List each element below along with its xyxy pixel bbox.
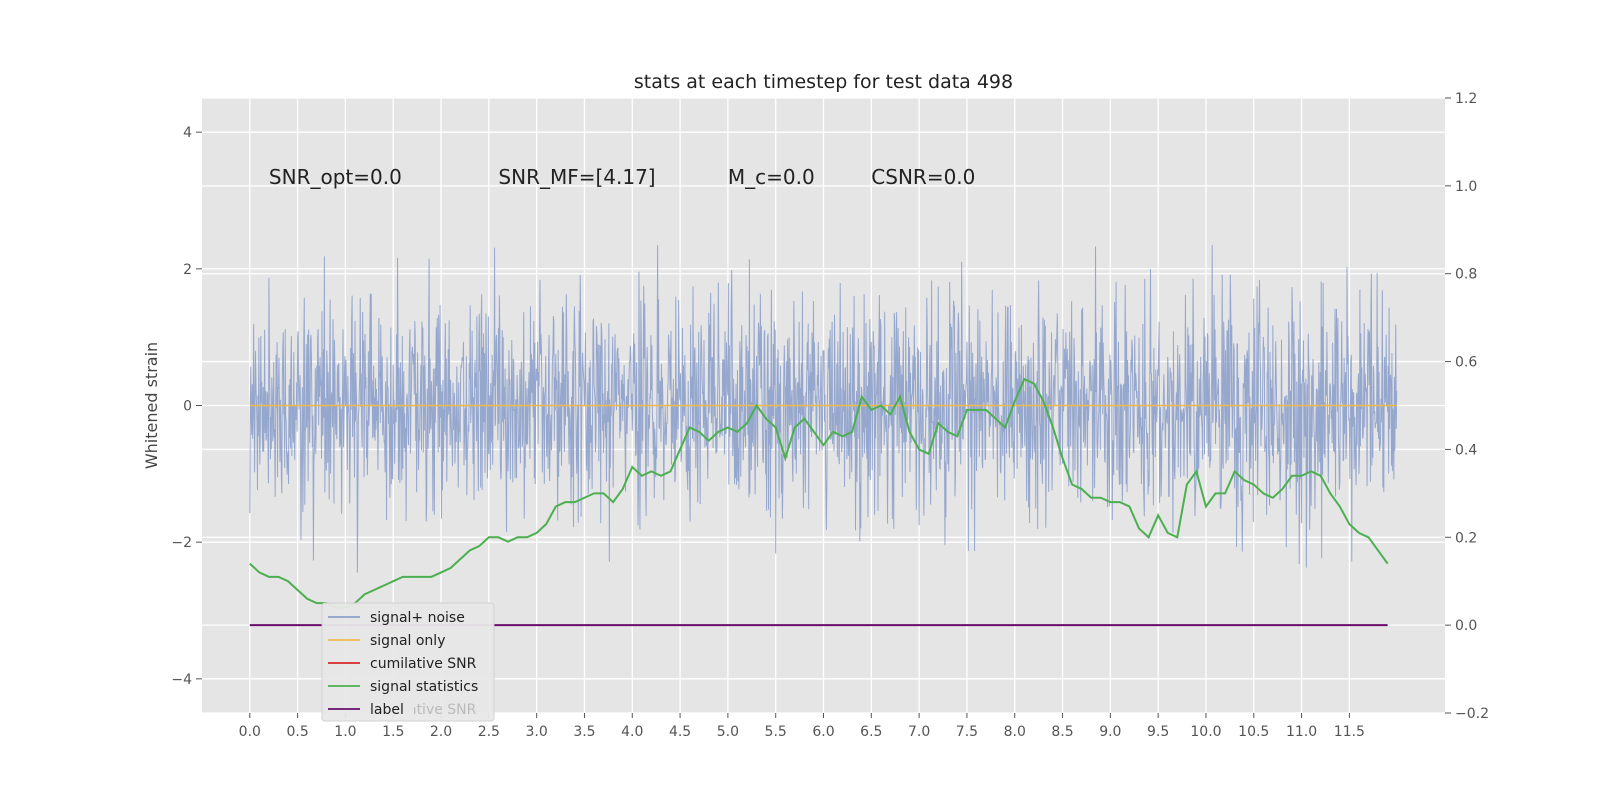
y-tick-label: 0 [183, 399, 192, 415]
x-tick-label: 6.5 [860, 724, 882, 740]
annotation-text: SNR_opt=0.0 [269, 165, 402, 189]
x-tick-label: 9.5 [1147, 724, 1169, 740]
x-tick-label: 2.0 [430, 724, 452, 740]
x-tick-label: 5.5 [765, 724, 787, 740]
chart-title: stats at each timestep for test data 498 [634, 71, 1013, 93]
y2-tick-label: 0.0 [1455, 618, 1477, 634]
x-tick-label: 8.0 [1004, 724, 1026, 740]
y2-tick-label: 1.2 [1455, 91, 1477, 107]
x-tick-label: 0.0 [239, 724, 261, 740]
x-tick-label: 1.0 [334, 724, 356, 740]
x-tick-label: 9.0 [1099, 724, 1121, 740]
y2-tick-label: 0.4 [1455, 442, 1477, 458]
x-axis: 0.0 0.5 1.0 1.5 2.0 2.5 3.0 3.5 4.0 4.5 5.0 5.5 6.0 6… [239, 713, 1365, 740]
legend-entry: label [370, 702, 404, 718]
x-tick-label: 11.0 [1286, 724, 1317, 740]
signal-noise-series [249, 245, 1398, 573]
annotations: SNR_opt=0.0 SNR_MF=[4.17] M_c=0.0 CSNR=0.0 [269, 165, 975, 189]
x-tick-label: 8.5 [1051, 724, 1073, 740]
x-tick-label: 2.5 [478, 724, 500, 740]
x-tick-label: 3.0 [526, 724, 548, 740]
y-axis-label: Whitened strain [142, 342, 161, 469]
x-tick-label: 11.5 [1334, 724, 1365, 740]
legend: signal+ noise signal only cumilative SNR si… [321, 602, 495, 722]
legend-entry: signal statistics [370, 679, 478, 695]
annotation-text: CSNR=0.0 [871, 165, 975, 189]
x-tick-label: 1.5 [382, 724, 404, 740]
y-tick-label: −2 [171, 535, 192, 551]
annotation-text: SNR_MF=[4.17] [498, 165, 655, 189]
x-tick-label: 10.5 [1238, 724, 1269, 740]
x-tick-label: 4.5 [669, 724, 691, 740]
legend-entry: signal only [370, 633, 445, 649]
y2-tick-label: −0.2 [1455, 706, 1489, 722]
x-tick-label: 0.5 [286, 724, 308, 740]
legend-box [321, 602, 495, 722]
x-tick-label: 7.0 [908, 724, 930, 740]
legend-entry: cumilative SNR [370, 656, 477, 672]
y-tick-label: 2 [183, 262, 192, 278]
legend-overlay-text: cumilative SNR [370, 702, 477, 718]
x-tick-label: 10.0 [1190, 724, 1221, 740]
x-tick-label: 7.5 [956, 724, 978, 740]
y2-tick-label: 0.2 [1455, 530, 1477, 546]
x-tick-label: 4.0 [621, 724, 643, 740]
legend-entry: signal+ noise [370, 610, 465, 626]
y-axis-right: 1.2 1.0 0.8 0.6 0.4 0.2 0.0 −0.2 [1445, 91, 1489, 722]
signal-noise-line [249, 245, 1398, 573]
y-tick-label: −4 [171, 672, 192, 688]
y2-tick-label: 0.8 [1455, 267, 1477, 283]
signal-statistics-line [249, 377, 1389, 609]
y-axis-left: 4 2 0 −2 −4 [171, 125, 202, 688]
x-tick-label: 3.5 [573, 724, 595, 740]
y2-tick-label: 0.6 [1455, 355, 1477, 371]
x-tick-label: 6.0 [812, 724, 834, 740]
y-tick-label: 4 [183, 125, 192, 141]
annotation-text: M_c=0.0 [728, 165, 815, 189]
x-tick-label: 5.0 [717, 724, 739, 740]
y2-tick-label: 1.0 [1455, 179, 1477, 195]
